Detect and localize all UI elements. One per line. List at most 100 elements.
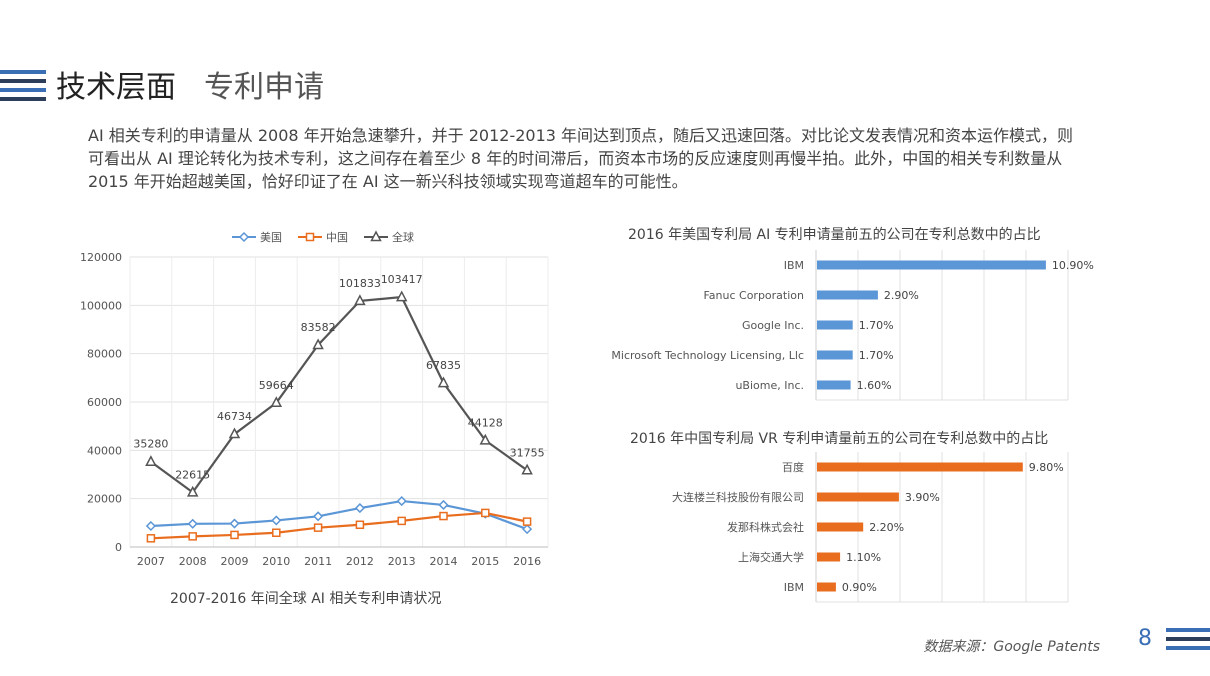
us-bar-chart-title: 2016 年美国专利局 AI 专利申请量前五的公司在专利总数中的占比 bbox=[628, 227, 1041, 243]
data-point-0-2 bbox=[229, 518, 240, 529]
title-sub: 专利申请 bbox=[204, 70, 324, 105]
title-decor-bar-1 bbox=[0, 70, 46, 74]
data-point-1-6 bbox=[397, 516, 406, 526]
data-label-7: 67835 bbox=[426, 359, 461, 372]
data-point-0-1 bbox=[187, 518, 198, 529]
data-label-4: 83582 bbox=[301, 321, 336, 334]
cn-bar-chart-title: 2016 年中国专利局 VR 专利申请量前五的公司在专利总数中的占比 bbox=[630, 431, 1049, 447]
data-label-6: 103417 bbox=[381, 273, 423, 286]
y-tick-label: 40000 bbox=[87, 444, 122, 457]
us-bar-2 bbox=[817, 320, 853, 330]
cn-category-label: 发那科株式会社 bbox=[727, 520, 804, 534]
data-point-2-8 bbox=[479, 433, 492, 445]
data-point-2-7 bbox=[437, 376, 450, 388]
x-tick-label: 2010 bbox=[262, 555, 290, 568]
us-bar-1 bbox=[817, 290, 878, 300]
data-point-2-5 bbox=[354, 294, 366, 306]
cn-category-label: 上海交通大学 bbox=[738, 550, 804, 564]
us-category-label: Fanuc Corporation bbox=[703, 289, 804, 302]
legend-label-2: 全球 bbox=[392, 230, 414, 244]
cn-value-label: 3.90% bbox=[905, 491, 940, 504]
data-label-1: 22615 bbox=[175, 468, 210, 481]
cn-bar-1 bbox=[817, 492, 899, 502]
data-point-2-0 bbox=[145, 455, 157, 466]
x-tick-label: 2008 bbox=[179, 555, 207, 568]
data-point-1-2 bbox=[230, 530, 239, 540]
us-bar-0 bbox=[817, 260, 1046, 270]
data-point-0-3 bbox=[271, 515, 282, 526]
data-point-1-3 bbox=[272, 528, 281, 537]
title-decor-bar-2 bbox=[0, 79, 46, 83]
data-label-5: 101833 bbox=[339, 277, 381, 290]
cn-bar-0 bbox=[817, 462, 1023, 472]
cn-category-label: 大连楼兰科技股份有限公司 bbox=[672, 490, 804, 504]
us-value-label: 1.70% bbox=[859, 319, 894, 332]
cn-category-label: 百度 bbox=[782, 460, 804, 474]
data-point-2-4 bbox=[312, 338, 324, 350]
data-point-2-6 bbox=[395, 290, 408, 302]
us-category-label: IBM bbox=[784, 259, 804, 272]
cn-value-label: 2.20% bbox=[869, 521, 904, 534]
cn-category-label: IBM bbox=[784, 581, 804, 594]
x-tick-label: 2016 bbox=[513, 555, 541, 568]
x-tick-label: 2015 bbox=[471, 555, 499, 568]
us-value-label: 1.70% bbox=[859, 349, 894, 362]
data-point-2-9 bbox=[521, 463, 533, 475]
title-main: 技术层面 bbox=[56, 70, 176, 105]
legend-label-1: 中国 bbox=[326, 231, 348, 244]
x-tick-label: 2013 bbox=[388, 555, 416, 568]
intro-paragraph: AI 相关专利的申请量从 2008 年开始急速攀升，并于 2012-2013 年… bbox=[88, 126, 1074, 191]
cn-patent-bar-chart: 百度 9.80% 大连楼兰科技股份有限公司 3.90% 发那科株式会社 2.20% 上海交通… bbox=[672, 452, 1069, 603]
x-tick-label: 2012 bbox=[346, 555, 374, 568]
data-point-1-7 bbox=[439, 511, 448, 521]
series-line-2 bbox=[150, 295, 528, 494]
cn-value-label: 9.80% bbox=[1029, 461, 1064, 474]
x-tick-label: 2007 bbox=[137, 555, 165, 568]
cn-bar-3 bbox=[817, 552, 841, 562]
series-line-1 bbox=[150, 511, 528, 540]
slide-title: 技术层面 专利申请 bbox=[56, 62, 324, 106]
legend-marker-0 bbox=[238, 231, 250, 243]
y-tick-label: 60000 bbox=[87, 396, 122, 409]
data-point-2-2 bbox=[228, 427, 241, 439]
y-tick-label: 20000 bbox=[87, 493, 122, 506]
us-category-label: uBiome, Inc. bbox=[735, 379, 804, 392]
data-point-1-4 bbox=[313, 523, 323, 532]
legend-label-0: 美国 bbox=[260, 231, 282, 244]
cn-bar-4 bbox=[817, 582, 836, 592]
us-category-label: Microsoft Technology Licensing, Llc bbox=[611, 349, 804, 362]
data-point-0-6 bbox=[396, 496, 407, 507]
title-decor-bar-4 bbox=[0, 97, 46, 101]
cn-value-label: 0.90% bbox=[842, 581, 877, 594]
data-label-8: 44128 bbox=[468, 416, 503, 429]
page-decor-bar-3 bbox=[1166, 646, 1210, 650]
cn-value-label: 1.10% bbox=[846, 551, 881, 564]
data-point-0-9 bbox=[522, 524, 533, 535]
legend-marker-1 bbox=[305, 232, 315, 242]
title-decor-bar-3 bbox=[0, 88, 46, 92]
us-value-label: 10.90% bbox=[1052, 259, 1094, 272]
us-value-label: 1.60% bbox=[857, 379, 892, 392]
data-point-1-5 bbox=[355, 520, 365, 530]
line-chart-caption: 2007-2016 年间全球 AI 相关专利申请状况 bbox=[170, 591, 442, 607]
page-decor-bar-1 bbox=[1166, 628, 1210, 632]
data-label-3: 59664 bbox=[259, 379, 294, 392]
data-point-0-5 bbox=[354, 503, 365, 514]
data-point-2-1 bbox=[186, 485, 199, 497]
y-tick-label: 80000 bbox=[87, 348, 122, 361]
series-line-0 bbox=[150, 499, 528, 531]
page-number: 8 bbox=[1138, 626, 1152, 651]
data-point-1-1 bbox=[188, 532, 197, 541]
data-point-0-7 bbox=[438, 499, 449, 511]
data-point-1-9 bbox=[522, 517, 532, 526]
data-point-1-8 bbox=[481, 508, 490, 518]
us-category-label: Google Inc. bbox=[742, 319, 804, 332]
data-source: 数据来源：Google Patents bbox=[923, 639, 1100, 655]
us-bar-4 bbox=[817, 380, 851, 390]
us-bar-3 bbox=[817, 350, 853, 360]
legend-marker-2 bbox=[370, 230, 382, 242]
y-tick-label: 100000 bbox=[80, 299, 122, 312]
data-point-1-0 bbox=[146, 534, 156, 543]
data-point-0-0 bbox=[145, 520, 156, 532]
x-tick-label: 2009 bbox=[221, 555, 249, 568]
